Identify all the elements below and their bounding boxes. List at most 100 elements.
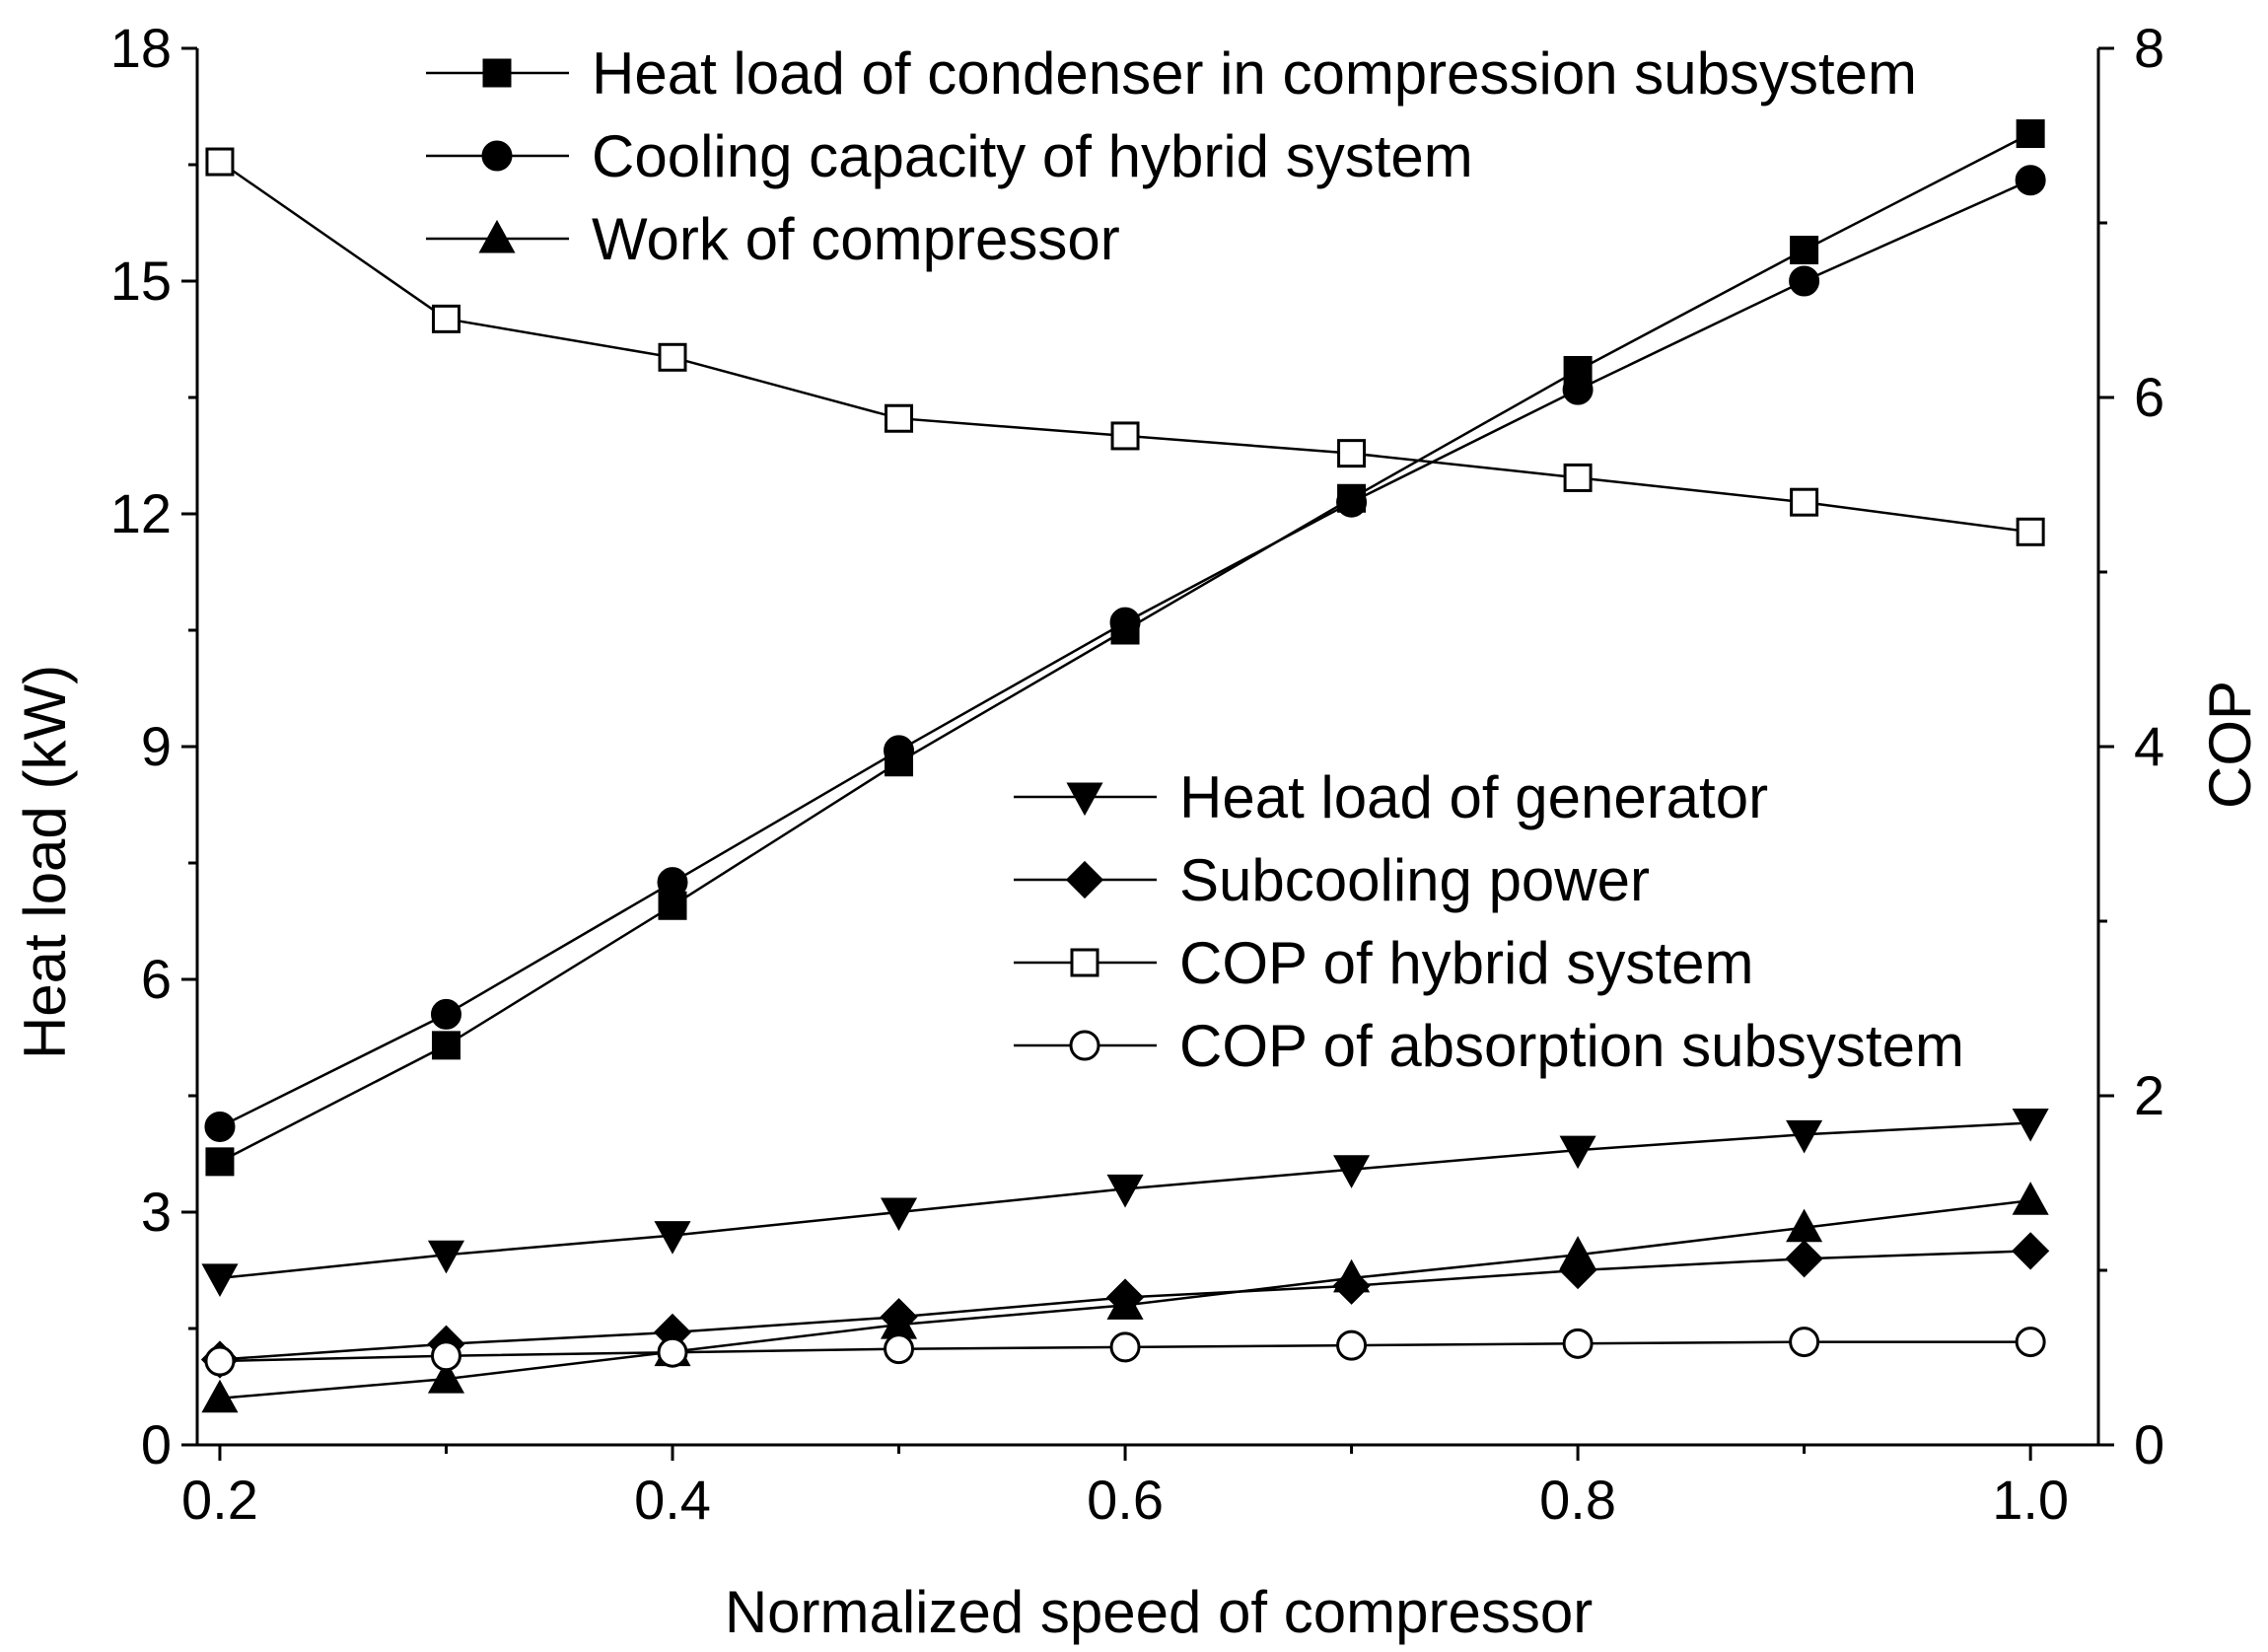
data-point [1336, 1329, 1368, 1361]
data-point [880, 1197, 918, 1232]
legend-item-subcooling-power: Subcooling power [1014, 847, 1650, 913]
data-point [1790, 236, 1819, 265]
y2-tick-label: 2 [2134, 1064, 2164, 1126]
data-point [1559, 1135, 1596, 1170]
data-point [205, 147, 235, 177]
x-tick-label: 0.4 [634, 1469, 711, 1531]
legend-label: Subcooling power [1179, 847, 1650, 913]
data-point [1110, 421, 1140, 451]
legend-marker [1065, 860, 1104, 899]
data-point [201, 1263, 239, 1297]
y-tick-label: 6 [141, 948, 172, 1010]
data-point [431, 304, 461, 333]
y-tick-label: 0 [141, 1413, 172, 1475]
series-cop-of-hybrid-system [205, 147, 2045, 546]
series-heat-load-of-condenser-in-compression-subsystem [205, 119, 2045, 1177]
data-point [1790, 487, 1819, 517]
y2-tick-label: 6 [2134, 366, 2164, 428]
data-point [205, 1147, 235, 1177]
data-point [1785, 1240, 1823, 1278]
legend-item-cooling-capacity-of-hybrid-system: Cooling capacity of hybrid system [426, 123, 1473, 189]
legend-label: COP of absorption subsystem [1179, 1013, 1964, 1079]
x-tick-label: 0.8 [1539, 1469, 1616, 1531]
data-point [2016, 119, 2045, 149]
data-point [431, 1031, 461, 1060]
data-point [658, 342, 687, 372]
series-cooling-capacity-of-hybrid-system [204, 165, 2046, 1142]
data-point [2012, 1109, 2049, 1142]
data-point [654, 1221, 691, 1255]
data-point [1336, 486, 1368, 518]
data-point [1337, 439, 1367, 468]
x-axis: 0.2 0.4 0.6 0.8 1.0 [181, 1445, 2069, 1531]
legend-marker [482, 58, 512, 88]
legend-label: Heat load of generator [1179, 764, 1768, 830]
data-point [657, 1336, 688, 1368]
legend-item-heat-load-of-generator: Heat load of generator [1014, 764, 1768, 830]
legend-group-center-right: Heat load of generator Subcooling power CO… [1014, 764, 1964, 1079]
legend-marker [481, 140, 513, 172]
data-point [1563, 463, 1593, 492]
legend: Heat load of condenser in compression su… [426, 40, 1964, 1079]
data-point [2012, 1232, 2050, 1270]
y2-tick-label: 8 [2134, 17, 2164, 79]
data-point [1109, 1331, 1141, 1363]
legend-item-cop-of-absorption-subsystem: COP of absorption subsystem [1014, 1013, 1964, 1079]
x-axis-title: Normalized speed of compressor [725, 1579, 1593, 1645]
y-tick-label: 15 [110, 250, 172, 312]
data-point [427, 1360, 465, 1394]
data-point [2016, 517, 2045, 546]
legend-marker [1070, 948, 1099, 977]
data-point [884, 735, 915, 766]
data-point [1333, 1155, 1371, 1188]
x-tick-label: 1.0 [1992, 1469, 2069, 1531]
data-point [430, 998, 461, 1030]
x-tick-label: 0.6 [1087, 1469, 1164, 1531]
data-point [427, 1240, 465, 1274]
y-tick-label: 12 [110, 482, 172, 544]
legend-label: Cooling capacity of hybrid system [592, 123, 1473, 189]
legend-marker [478, 219, 516, 253]
y2-tick-label: 4 [2134, 715, 2164, 777]
y-tick-label: 18 [110, 17, 172, 79]
series-cop-of-absorption-subsystem [204, 1327, 2046, 1377]
data-point [1786, 1119, 1823, 1154]
data-point [1106, 1174, 1144, 1208]
legend-group-top-left: Heat load of condenser in compression su… [426, 40, 1917, 272]
data-point [2015, 1327, 2046, 1358]
data-point [2012, 1182, 2049, 1215]
data-point [2015, 165, 2046, 196]
data-point [1105, 1278, 1145, 1317]
data-point [1789, 1327, 1820, 1358]
data-point [885, 403, 914, 433]
y-axis-left: 0 3 6 9 12 15 18 [110, 17, 197, 1475]
legend-item-cop-of-hybrid-system: COP of hybrid system [1014, 930, 1753, 996]
data-point [1109, 607, 1141, 638]
series-heat-load-of-generator [201, 1109, 2049, 1297]
data-point [1562, 1328, 1594, 1359]
data-point [1332, 1266, 1371, 1305]
data-point [204, 1111, 236, 1142]
legend-label: COP of hybrid system [1179, 930, 1753, 996]
x-tick-label: 0.2 [181, 1469, 258, 1531]
y-axis-right: 0 2 4 6 8 [2098, 17, 2164, 1475]
series-layer [200, 119, 2050, 1413]
y-tick-label: 9 [141, 715, 172, 777]
legend-marker [1069, 1030, 1100, 1061]
y2-axis-title: COP [2197, 681, 2263, 809]
legend-label: Heat load of condenser in compression su… [592, 40, 1917, 107]
data-point [657, 867, 688, 898]
y2-tick-label: 0 [2134, 1413, 2164, 1475]
data-point [1558, 1251, 1597, 1290]
data-point [204, 1345, 236, 1377]
data-point [430, 1340, 461, 1372]
y-tick-label: 3 [141, 1181, 172, 1243]
data-point [201, 1379, 239, 1413]
legend-item-work-of-compressor: Work of compressor [426, 206, 1120, 272]
legend-marker [1066, 782, 1103, 817]
legend-label: Work of compressor [592, 206, 1120, 272]
legend-item-heat-load-of-condenser-in-compression-subsystem: Heat load of condenser in compression su… [426, 40, 1917, 107]
data-point [1789, 265, 1820, 297]
